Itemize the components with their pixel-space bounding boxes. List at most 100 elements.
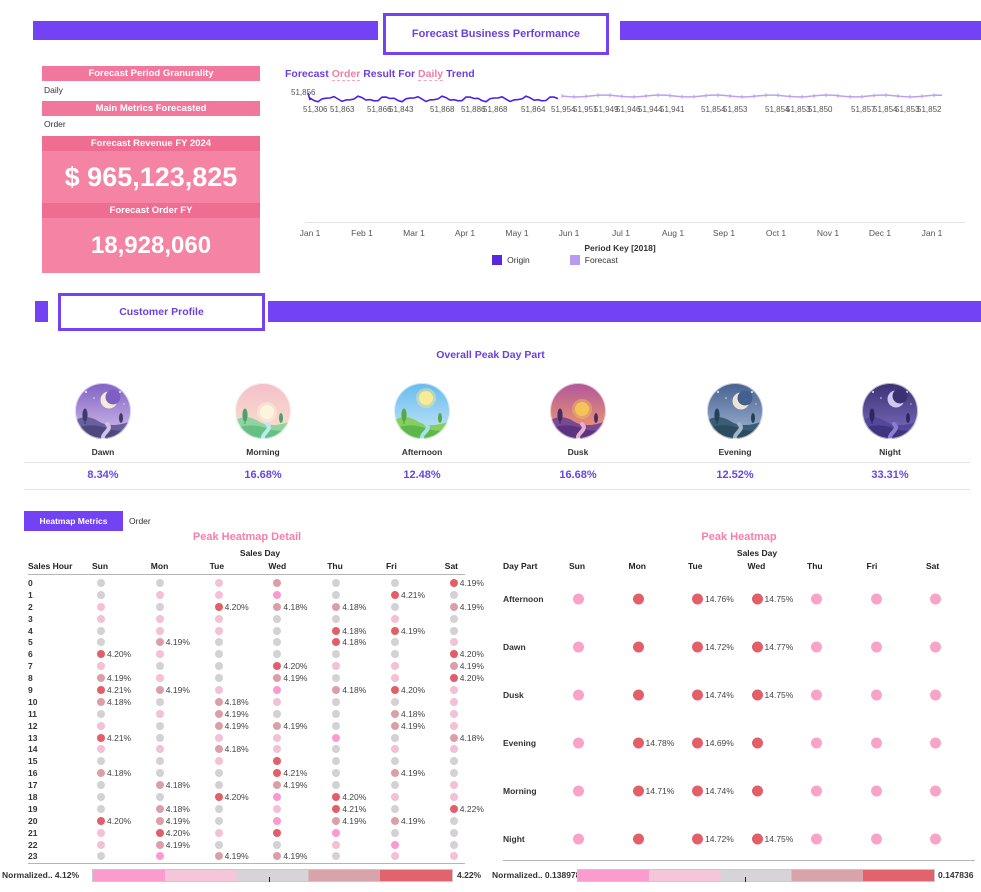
heatmap-dot[interactable] bbox=[273, 674, 282, 683]
heatmap-dot[interactable] bbox=[449, 852, 458, 861]
heatmap-cell[interactable] bbox=[264, 732, 323, 744]
heatmap-dot[interactable] bbox=[692, 737, 703, 749]
heatmap-cell[interactable] bbox=[206, 732, 265, 744]
heatmap-cell[interactable] bbox=[382, 577, 441, 589]
heatmap-cell[interactable] bbox=[206, 636, 265, 648]
heatmap-cell[interactable]: 14.78% bbox=[625, 719, 685, 767]
heatmap-cell[interactable] bbox=[147, 696, 206, 708]
heatmap-cell[interactable] bbox=[147, 613, 206, 625]
heatmap-dot[interactable] bbox=[97, 733, 105, 742]
heatmap-cell[interactable]: 4.20% bbox=[88, 648, 147, 660]
heatmap-cell[interactable] bbox=[922, 815, 981, 863]
heatmap-cell[interactable] bbox=[441, 613, 500, 625]
heatmap-dot[interactable] bbox=[273, 745, 282, 754]
heatmap-dot[interactable] bbox=[155, 590, 164, 599]
heatmap-cell[interactable] bbox=[441, 708, 500, 720]
heatmap-cell[interactable] bbox=[147, 791, 206, 803]
heatmap-cell[interactable]: 4.19% bbox=[147, 636, 206, 648]
heatmap-dot[interactable] bbox=[97, 709, 105, 718]
heatmap-cell[interactable] bbox=[382, 648, 441, 660]
heatmap-cell[interactable] bbox=[323, 743, 382, 755]
heatmap-dot[interactable] bbox=[155, 733, 164, 742]
heatmap-dot[interactable] bbox=[390, 674, 399, 683]
heatmap-dot[interactable] bbox=[751, 593, 763, 605]
heatmap-dot[interactable] bbox=[214, 816, 223, 825]
heatmap-cell[interactable]: 4.20% bbox=[382, 684, 441, 696]
heatmap-cell[interactable]: 4.18% bbox=[441, 732, 500, 744]
heatmap-dot[interactable] bbox=[449, 816, 458, 825]
heatmap-cell[interactable] bbox=[147, 660, 206, 672]
heatmap-cell[interactable] bbox=[382, 803, 441, 815]
heatmap-dot[interactable] bbox=[390, 638, 399, 647]
heatmap-dot[interactable] bbox=[214, 769, 223, 778]
heatmap-cell[interactable]: 4.19% bbox=[147, 815, 206, 827]
heatmap-cell[interactable]: 14.69% bbox=[684, 719, 744, 767]
heatmap-dot[interactable] bbox=[449, 638, 458, 647]
heatmap-cell[interactable] bbox=[206, 589, 265, 601]
heatmap-cell[interactable] bbox=[147, 743, 206, 755]
heatmap-cell[interactable] bbox=[441, 827, 500, 839]
heatmap-cell[interactable] bbox=[323, 732, 382, 744]
heatmap-dot[interactable] bbox=[155, 816, 164, 825]
heatmap-cell[interactable] bbox=[323, 839, 382, 851]
heatmap-cell[interactable]: 4.19% bbox=[264, 850, 323, 862]
heatmap-cell[interactable] bbox=[323, 660, 382, 672]
heatmap-cell[interactable]: 4.19% bbox=[264, 672, 323, 684]
heatmap-dot[interactable] bbox=[97, 721, 105, 730]
heatmap-dot[interactable] bbox=[449, 733, 458, 742]
heatmap-dot[interactable] bbox=[273, 721, 282, 730]
heatmap-dot[interactable] bbox=[214, 852, 223, 861]
heatmap-dot[interactable] bbox=[273, 614, 282, 623]
heatmap-dot[interactable] bbox=[97, 650, 105, 659]
heatmap-dot[interactable] bbox=[273, 804, 282, 813]
heatmap-cell[interactable] bbox=[147, 601, 206, 613]
heatmap-cell[interactable] bbox=[441, 636, 500, 648]
detail-legend-gradient[interactable] bbox=[92, 869, 453, 882]
heatmap-cell[interactable]: 14.74% bbox=[684, 671, 744, 719]
heatmap-cell[interactable]: 4.19% bbox=[206, 850, 265, 862]
heatmap-dot[interactable] bbox=[751, 641, 763, 653]
heatmap-cell[interactable] bbox=[88, 743, 147, 755]
heatmap-cell[interactable] bbox=[441, 625, 500, 637]
heatmap-dot[interactable] bbox=[97, 757, 105, 766]
heatmap-cell[interactable] bbox=[441, 755, 500, 767]
heatmap-dot[interactable] bbox=[155, 781, 164, 790]
heatmap-cell[interactable] bbox=[625, 623, 685, 671]
heatmap-dot[interactable] bbox=[273, 626, 282, 635]
heatmap-cell[interactable] bbox=[323, 672, 382, 684]
heatmap-cell[interactable] bbox=[441, 743, 500, 755]
heatmap-dot[interactable] bbox=[390, 781, 399, 790]
heatmap-dot[interactable] bbox=[97, 816, 105, 825]
heatmap-dot[interactable] bbox=[390, 578, 399, 587]
heatmap-dot[interactable] bbox=[573, 689, 584, 701]
heatmap-cell[interactable]: 4.19% bbox=[441, 601, 500, 613]
heatmap-dot[interactable] bbox=[97, 602, 105, 611]
heatmap-cell[interactable] bbox=[382, 743, 441, 755]
heatmap-cell[interactable] bbox=[206, 803, 265, 815]
heatmap-cell[interactable] bbox=[147, 767, 206, 779]
heatmap-cell[interactable]: 4.18% bbox=[147, 803, 206, 815]
heatmap-dot[interactable] bbox=[332, 685, 341, 694]
heatmap-cell[interactable] bbox=[147, 648, 206, 660]
heatmap-dot[interactable] bbox=[751, 737, 763, 749]
heatmap-dot[interactable] bbox=[332, 721, 341, 730]
heatmap-cell[interactable] bbox=[88, 708, 147, 720]
heatmap-dot[interactable] bbox=[214, 578, 223, 587]
heatmap-cell[interactable]: 4.20% bbox=[323, 791, 382, 803]
heatmap-dot[interactable] bbox=[273, 852, 282, 861]
heatmap-cell[interactable]: 4.21% bbox=[264, 767, 323, 779]
heatmap-dot[interactable] bbox=[751, 689, 763, 701]
heatmap-dot[interactable] bbox=[155, 650, 164, 659]
heatmap-cell[interactable] bbox=[206, 684, 265, 696]
heatmap-cell[interactable] bbox=[863, 719, 923, 767]
heatmap-cell[interactable] bbox=[922, 575, 981, 623]
heatmap-dot[interactable] bbox=[449, 590, 458, 599]
heatmap-cell[interactable]: 4.19% bbox=[206, 720, 265, 732]
heatmap-cell[interactable]: 4.20% bbox=[441, 672, 500, 684]
param-order-link[interactable]: Order bbox=[331, 68, 361, 81]
heatmap-dot[interactable] bbox=[214, 638, 223, 647]
heatmap-dot[interactable] bbox=[390, 626, 399, 635]
heatmap-cell[interactable] bbox=[382, 601, 441, 613]
heatmap-cell[interactable] bbox=[264, 625, 323, 637]
heatmap-cell[interactable]: 4.19% bbox=[206, 708, 265, 720]
